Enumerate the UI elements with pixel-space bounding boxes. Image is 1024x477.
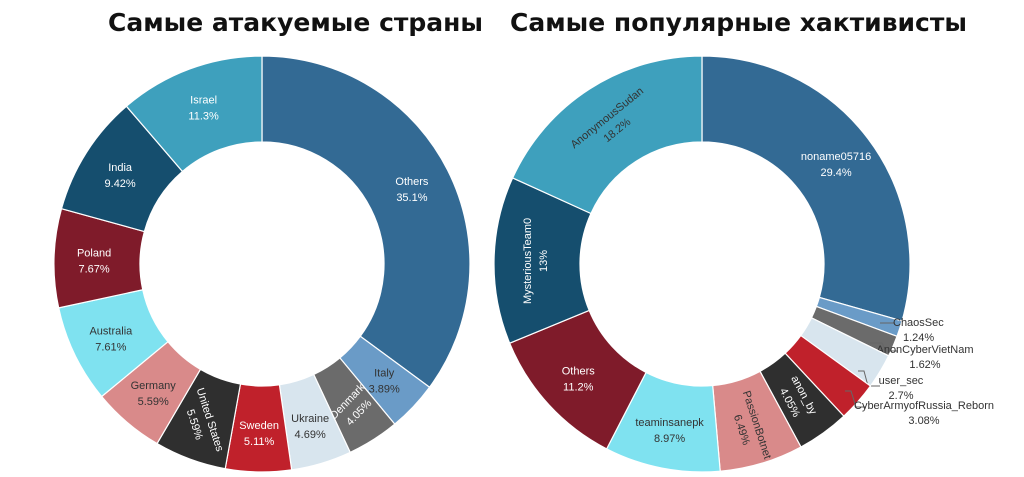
slice-others	[261, 55, 471, 389]
slice-label-poland: Poland	[77, 247, 111, 259]
slice-value-noname05716: 29.4%	[820, 167, 851, 179]
slice-value-australia: 7.61%	[95, 341, 126, 353]
slice-label-others: Others	[562, 366, 596, 378]
slice-value-anoncybervietnam: 1.62%	[909, 359, 940, 371]
slice-label-israel: Israel	[190, 94, 217, 106]
slice-text-teaminsanepk: teaminsanepk 8.97%	[635, 417, 704, 445]
leader-line-user-sec	[858, 370, 880, 387]
slice-value-others: 11.2%	[563, 382, 594, 394]
slice-value-israel: 11.3%	[188, 110, 219, 122]
slice-value-teaminsanepk: 8.97%	[654, 433, 685, 445]
slice-label-user-sec: user_sec	[879, 375, 924, 387]
donut-chart-hacktivists: noname05716 29.4% ChaosSec 1.24%AnonCyberVi…	[493, 55, 994, 473]
slice-text-australia: Australia 7.61%	[89, 325, 133, 353]
slice-value-others: 35.1%	[396, 192, 427, 204]
slice-value-poland: 7.67%	[78, 263, 109, 275]
slice-anonymoussudan	[511, 55, 703, 215]
slice-text-italy: Italy 3.89%	[369, 367, 400, 395]
donut-chart-countries: Others35.1%Italy3.89%Denmark4.05%Ukraine…	[53, 55, 471, 473]
slice-label-india: India	[108, 162, 133, 174]
slice-value-sweden: 5.11%	[244, 436, 275, 448]
chart-title-hacktivists: Самые популярные хактивисты	[510, 8, 967, 37]
slice-label-others: Others	[395, 176, 429, 188]
slice-label-sweden: Sweden	[239, 420, 279, 432]
slice-value-user-sec: 2.7%	[888, 390, 913, 402]
slice-label-germany: Germany	[131, 380, 177, 392]
slice-text-sweden: Sweden 5.11%	[239, 420, 279, 448]
slice-label-anoncybervietnam: AnonCyberVietNam	[876, 344, 973, 356]
slice-text-poland: Poland 7.67%	[77, 247, 111, 275]
slice-label-teaminsanepk: teaminsanepk	[635, 417, 704, 429]
slice-value-mysteriousteam0: 13%	[538, 250, 550, 272]
leader-line-cyberarmyofrussia-reborn	[845, 390, 866, 408]
slice-text-mysteriousteam0: MysteriousTeam0 13%	[522, 218, 550, 304]
slice-text-noname05716: noname05716 29.4%	[801, 151, 871, 179]
slice-value-chaossec: 1.24%	[903, 332, 934, 344]
chart-title-countries: Самые атакуемые страны	[108, 8, 484, 37]
slice-value-germany: 5.59%	[138, 396, 169, 408]
slice-value-cyberarmyofrussia-reborn: 3.08%	[908, 415, 939, 427]
slice-value-india: 9.42%	[105, 178, 136, 190]
slice-text-others: Others 11.2%	[562, 366, 596, 394]
slice-label-australia: Australia	[89, 325, 133, 337]
slice-label-chaossec: ChaosSec	[893, 317, 944, 329]
slice-text-india: India 9.42%	[105, 162, 136, 190]
slice-text-israel: Israel 11.3%	[188, 94, 219, 122]
leader-line-anoncybervietnam	[870, 342, 898, 352]
slice-value-italy: 3.89%	[369, 383, 400, 395]
slice-label-cyberarmyofrussia-reborn: CyberArmyofRussia_Reborn	[854, 400, 994, 412]
slice-text-germany: Germany 5.59%	[131, 380, 177, 408]
slice-label-ukraine: Ukraine	[291, 413, 329, 425]
slice-text-others: Others 35.1%	[395, 176, 429, 204]
slice-text-ukraine: Ukraine 4.69%	[291, 413, 329, 441]
slice-noname05716	[701, 55, 911, 322]
slice-israel	[125, 55, 263, 173]
slice-label-noname05716: noname05716	[801, 151, 871, 163]
slice-label-italy: Italy	[374, 367, 395, 379]
slice-value-ukraine: 4.69%	[295, 429, 326, 441]
slice-label-mysteriousteam0: MysteriousTeam0	[522, 218, 534, 304]
